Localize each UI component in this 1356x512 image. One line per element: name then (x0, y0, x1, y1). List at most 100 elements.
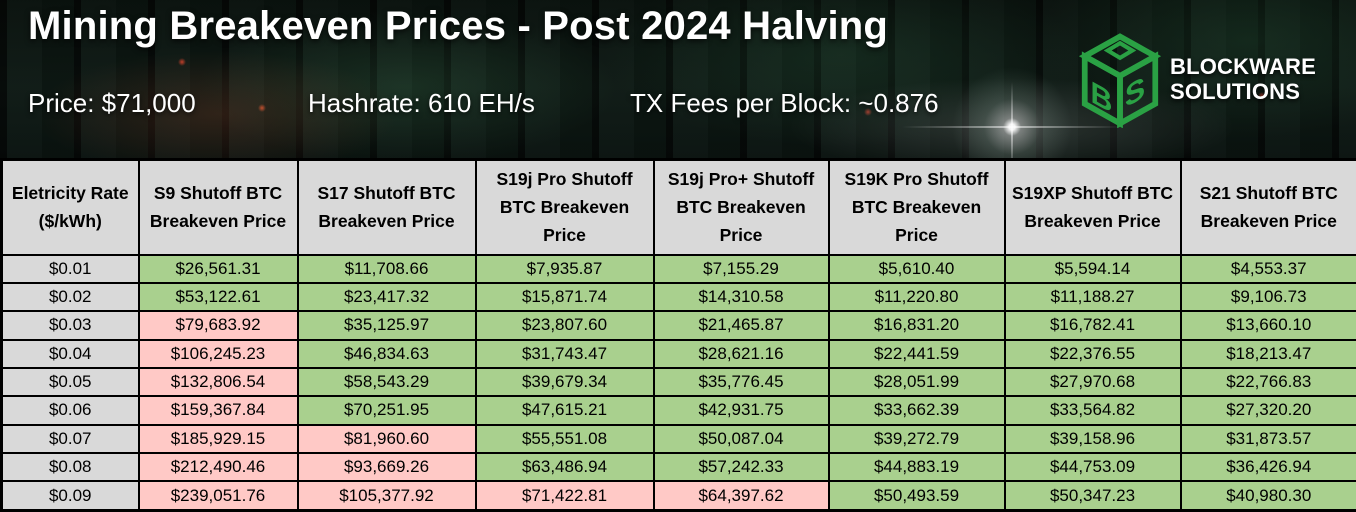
electricity-rate-cell: $0.02 (0, 281, 140, 313)
breakeven-value-cell: $35,125.97 (296, 310, 477, 341)
breakeven-value-cell: $22,441.59 (827, 338, 1006, 369)
breakeven-value-cell: $18,213.47 (1179, 338, 1356, 369)
table-header-row: Eletricity Rate ($/kWh) S9 Shutoff BTC Br… (0, 158, 1356, 256)
breakeven-value-cell: $23,417.32 (296, 281, 477, 313)
breakeven-value-cell: $28,621.16 (652, 338, 830, 369)
breakeven-value-cell: $55,551.08 (474, 423, 655, 455)
breakeven-value-cell: $239,051.76 (137, 480, 299, 512)
breakeven-value-cell: $42,931.75 (652, 395, 830, 426)
breakeven-value-cell: $40,980.30 (1179, 480, 1356, 512)
breakeven-value-cell: $50,087.04 (652, 423, 830, 455)
column-header-4: S19j Pro+ Shutoff BTC Breakeven Price (652, 158, 830, 256)
electricity-rate-cell: $0.07 (0, 423, 140, 455)
breakeven-value-cell: $50,493.59 (827, 480, 1006, 512)
electricity-rate-cell: $0.01 (0, 253, 140, 284)
breakeven-value-cell: $21,465.87 (652, 310, 830, 341)
breakeven-value-cell: $4,553.37 (1179, 253, 1356, 284)
column-header-2: S17 Shutoff BTC Breakeven Price (296, 158, 477, 256)
breakeven-value-cell: $57,242.33 (652, 452, 830, 483)
txfees-stat: TX Fees per Block: ~0.876 (630, 88, 939, 118)
svg-text:B: B (1090, 74, 1112, 120)
electricity-rate-cell: $0.08 (0, 452, 140, 483)
logo-letter-b: B (1090, 74, 1112, 120)
table-row: $0.04 $106,245.23 $46,834.63 $31,743.47 $28,… (0, 338, 1356, 369)
breakeven-value-cell: $5,610.40 (827, 253, 1006, 284)
breakeven-value-cell: $63,486.94 (474, 452, 655, 483)
breakeven-value-cell: $64,397.62 (652, 480, 830, 512)
breakeven-value-cell: $13,660.10 (1179, 310, 1356, 341)
breakeven-value-cell: $159,367.84 (137, 395, 299, 426)
breakeven-value-cell: $11,708.66 (296, 253, 477, 284)
breakeven-value-cell: $22,766.83 (1179, 366, 1356, 398)
breakeven-value-cell: $14,310.58 (652, 281, 830, 313)
breakeven-value-cell: $47,615.21 (474, 395, 655, 426)
breakeven-value-cell: $15,871.74 (474, 281, 655, 313)
breakeven-value-cell: $93,669.26 (296, 452, 477, 483)
electricity-rate-cell: $0.09 (0, 480, 140, 512)
column-header-0: Eletricity Rate ($/kWh) (0, 158, 140, 256)
electricity-rate-cell: $0.06 (0, 395, 140, 426)
breakeven-value-cell: $106,245.23 (137, 338, 299, 369)
breakeven-value-cell: $79,683.92 (137, 310, 299, 341)
lens-flare-ray (1011, 82, 1013, 158)
breakeven-value-cell: $132,806.54 (137, 366, 299, 398)
table-row: $0.09 $239,051.76 $105,377.92 $71,422.81 $64… (0, 480, 1356, 512)
breakeven-value-cell: $22,376.55 (1003, 338, 1182, 369)
breakeven-value-cell: $33,564.82 (1003, 395, 1182, 426)
breakeven-value-cell: $16,831.20 (827, 310, 1006, 341)
breakeven-value-cell: $27,320.20 (1179, 395, 1356, 426)
hashrate-stat: Hashrate: 610 EH/s (308, 88, 535, 118)
breakeven-value-cell: $53,122.61 (137, 281, 299, 313)
breakeven-value-cell: $7,935.87 (474, 253, 655, 284)
logo-line1: BLOCKWARE (1169, 54, 1316, 80)
column-header-6: S19XP Shutoff BTC Breakeven Price (1003, 158, 1182, 256)
breakeven-value-cell: $44,753.09 (1003, 452, 1182, 483)
logo-letter-s: S (1125, 70, 1145, 115)
table-row: $0.03 $79,683.92 $35,125.97 $23,807.60 $21,4… (0, 310, 1356, 341)
breakeven-value-cell: $28,051.99 (827, 366, 1006, 398)
electricity-rate-cell: $0.05 (0, 366, 140, 398)
breakeven-value-cell: $44,883.19 (827, 452, 1006, 483)
blockware-logo: B S BLOCKWARE SOLUTIONS (1078, 32, 1316, 128)
breakeven-value-cell: $35,776.45 (652, 366, 830, 398)
electricity-rate-cell: $0.04 (0, 338, 140, 369)
table-row: $0.07 $185,929.15 $81,960.60 $55,551.08 $50,… (0, 423, 1356, 455)
breakeven-value-cell: $11,220.80 (827, 281, 1006, 313)
table-row: $0.05 $132,806.54 $58,543.29 $39,679.34 $35,… (0, 366, 1356, 398)
table-row: $0.06 $159,367.84 $70,251.95 $47,615.21 $42,… (0, 395, 1356, 426)
breakeven-value-cell: $31,873.57 (1179, 423, 1356, 455)
breakeven-value-cell: $7,155.29 (652, 253, 830, 284)
breakeven-value-cell: $36,426.94 (1179, 452, 1356, 483)
breakeven-value-cell: $39,272.79 (827, 423, 1006, 455)
breakeven-value-cell: $23,807.60 (474, 310, 655, 341)
column-header-7: S21 Shutoff BTC Breakeven Price (1179, 158, 1356, 256)
column-header-3: S19j Pro Shutoff BTC Breakeven Price (474, 158, 655, 256)
column-header-5: S19K Pro Shutoff BTC Breakeven Price (827, 158, 1006, 256)
breakeven-value-cell: $27,970.68 (1003, 366, 1182, 398)
breakeven-value-cell: $33,662.39 (827, 395, 1006, 426)
svg-text:S: S (1125, 70, 1145, 115)
table-row: $0.01 $26,561.31 $11,708.66 $7,935.87 $7,155… (0, 253, 1356, 284)
breakeven-price-table: Eletricity Rate ($/kWh) S9 Shutoff BTC Br… (0, 158, 1356, 512)
breakeven-value-cell: $26,561.31 (137, 253, 299, 284)
breakeven-value-cell: $31,743.47 (474, 338, 655, 369)
breakeven-value-cell: $5,594.14 (1003, 253, 1182, 284)
breakeven-value-cell: $58,543.29 (296, 366, 477, 398)
column-header-1: S9 Shutoff BTC Breakeven Price (137, 158, 299, 256)
breakeven-value-cell: $39,158.96 (1003, 423, 1182, 455)
banner: Mining Breakeven Prices - Post 2024 Halv… (0, 0, 1356, 158)
table-row: $0.02 $53,122.61 $23,417.32 $15,871.74 $14,3… (0, 281, 1356, 313)
breakeven-value-cell: $46,834.63 (296, 338, 477, 369)
breakeven-value-cell: $185,929.15 (137, 423, 299, 455)
logo-wordmark: BLOCKWARE SOLUTIONS (1170, 55, 1316, 104)
electricity-rate-cell: $0.03 (0, 310, 140, 341)
breakeven-value-cell: $9,106.73 (1179, 281, 1356, 313)
logo-line2: SOLUTIONS (1169, 79, 1301, 104)
cube-logo-icon: B S (1078, 33, 1161, 128)
breakeven-value-cell: $39,679.34 (474, 366, 655, 398)
breakeven-value-cell: $70,251.95 (296, 395, 477, 426)
breakeven-value-cell: $81,960.60 (296, 423, 477, 455)
table-row: $0.08 $212,490.46 $93,669.26 $63,486.94 $57,… (0, 452, 1356, 483)
price-stat: Price: $71,000 (28, 88, 196, 118)
